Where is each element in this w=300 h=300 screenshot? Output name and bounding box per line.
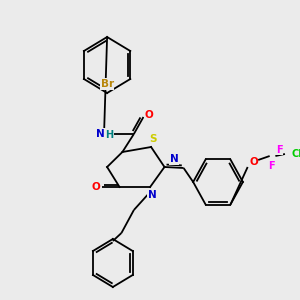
Text: O: O: [249, 157, 258, 167]
Text: H: H: [105, 130, 113, 140]
Text: F: F: [268, 161, 275, 171]
Text: Br: Br: [100, 79, 114, 89]
Text: S: S: [149, 134, 157, 144]
Text: O: O: [145, 110, 154, 120]
Text: N: N: [96, 129, 105, 139]
Text: F: F: [276, 145, 283, 155]
Text: Cl: Cl: [291, 149, 300, 159]
Text: N: N: [148, 190, 156, 200]
Text: O: O: [91, 182, 100, 192]
Text: N: N: [170, 154, 178, 164]
